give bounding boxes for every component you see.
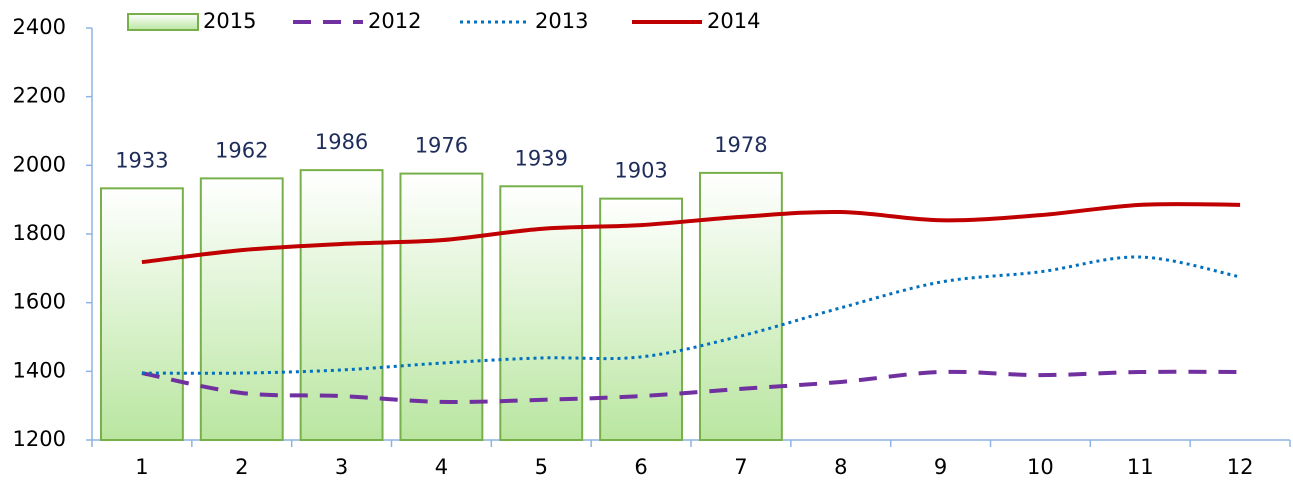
bar [199,177,284,441]
bar [99,187,184,441]
x-tick-label: 2 [235,455,248,479]
legend-label: 2015 [203,9,256,33]
y-tick-label: 1200 [13,427,66,451]
x-tick-label: 5 [535,455,548,479]
y-tick-label: 2000 [13,152,66,176]
bar [299,169,384,441]
data-label: 1939 [515,146,568,170]
legend-label: 2014 [707,9,760,33]
legend-label: 2013 [535,9,588,33]
data-label: 1962 [215,138,268,162]
data-label: 1976 [415,134,468,158]
x-tick-label: 10 [1027,455,1054,479]
line [141,255,1241,375]
data-label: 1978 [714,133,767,157]
legend-swatch [127,13,199,31]
x-tick-label: 3 [335,455,348,479]
x-tick-label: 7 [734,455,747,479]
x-tick-label: 6 [634,455,647,479]
y-tick-label: 2400 [13,15,66,39]
bar [399,172,484,441]
x-tick-label: 4 [435,455,448,479]
line [141,369,1241,405]
x-tick-label: 12 [1227,455,1254,479]
y-tick-label: 1600 [13,290,66,314]
legend-label: 2012 [368,9,421,33]
y-tick-label: 1800 [13,221,66,245]
data-label: 1933 [115,148,168,172]
x-tick-label: 8 [834,455,847,479]
data-label: 1986 [315,130,368,154]
y-tick-label: 1400 [13,358,66,382]
x-tick-label: 1 [135,455,148,479]
y-tick-label: 2200 [13,84,66,108]
bar [599,197,684,441]
line [141,202,1241,265]
x-tick-label: 11 [1127,455,1154,479]
x-tick-label: 9 [934,455,947,479]
data-label: 1903 [614,159,667,183]
